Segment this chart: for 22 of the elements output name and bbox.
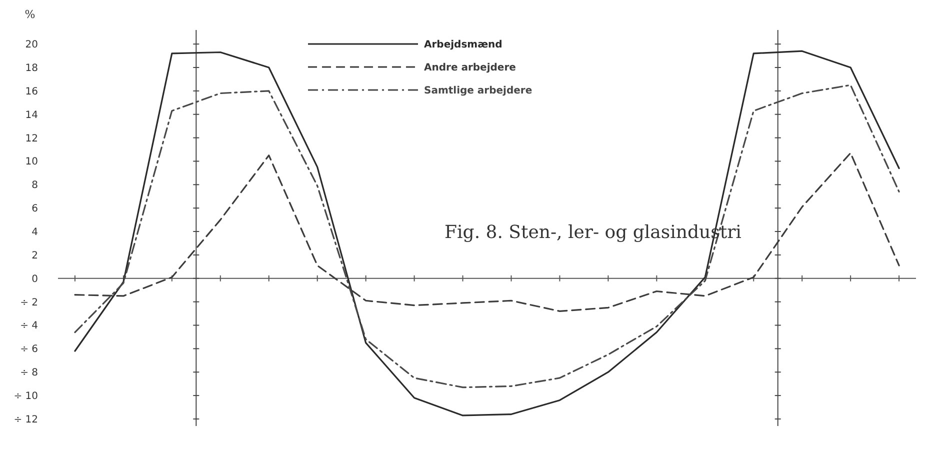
text: Samtlige arbejdere	[424, 86, 532, 96]
y-tick-label: 2	[32, 250, 38, 262]
y-tick-label: 0	[32, 274, 38, 285]
y-tick-label: 20	[25, 40, 38, 51]
y-tick-label: ÷ 8	[20, 368, 38, 379]
line-series	[74, 50, 900, 416]
y-tick-label: 4	[32, 227, 38, 238]
y-tick-label: 18	[25, 62, 38, 74]
text: Arbejdsmænd	[424, 40, 502, 50]
y-tick-label: ÷ 2	[20, 297, 38, 308]
y-tick-label: ÷ 12	[14, 414, 38, 426]
y-tick-label: 6	[32, 204, 38, 215]
y-axis-title: %	[24, 8, 36, 21]
y-tick-label: ÷ 6	[20, 344, 38, 356]
y-tick-label: 8	[32, 180, 38, 192]
y-tick-label: 10	[25, 156, 38, 168]
y-tick-label: 14	[25, 110, 38, 121]
y-tick-label: ÷ 10	[14, 391, 38, 402]
y-tick-label: 16	[25, 86, 38, 98]
text: Andre arbejdere	[424, 62, 516, 74]
y-tick-label: 12	[25, 133, 38, 144]
y-tick-label: ÷ 4	[20, 320, 38, 332]
